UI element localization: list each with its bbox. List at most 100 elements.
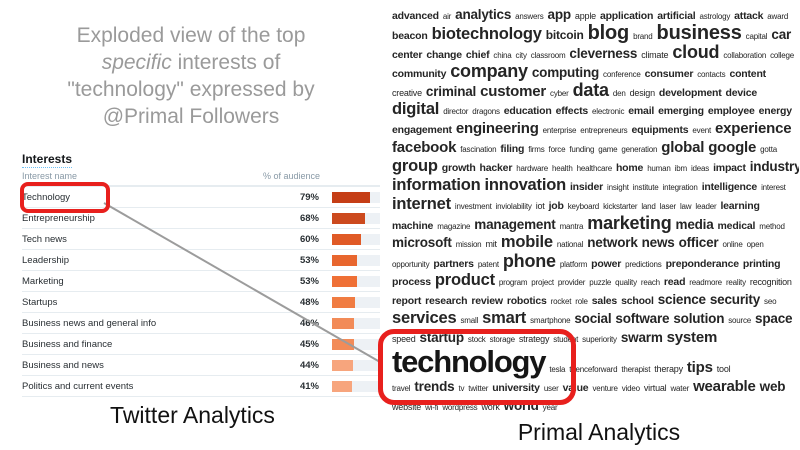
cloud-word-capital: capital [745,32,768,41]
cloud-word-services: services [392,309,457,327]
cloud-line: beacon biotechnology bitcoin blog brand busin… [392,22,799,44]
cloud-word-astrology: astrology [699,12,731,21]
cloud-word-facebook: facebook [392,139,457,156]
cloud-line: opportunity partners patent phone platform po… [392,252,799,271]
cloud-word-integration: integration [662,183,698,192]
cloud-line: group growth hacker hardware health healthcar… [392,157,799,176]
cloud-word-role: role [575,297,588,306]
interest-bar-fill [332,317,355,329]
cloud-word-venture: venture [592,384,618,393]
cloud-word-product: product [434,271,495,289]
cloud-word-engineering: engineering [455,120,539,137]
interest-percent: 46% [299,317,319,329]
cloud-word-community: community [392,68,447,80]
cloud-word-tips: tips [686,359,713,376]
cloud-word-process: process [392,276,431,288]
twitter-analytics-caption: Twitter Analytics [110,402,275,428]
cloud-word-computing: computing [531,65,600,80]
cloud-word-research: research [425,295,468,307]
cloud-line: community company computing conference consu… [392,62,799,81]
cloud-word-china: china [493,51,512,60]
interest-row: Entrepreneurship 68% [22,208,380,229]
cloud-word-space: space [755,311,793,326]
cloud-word-google: google [708,139,757,156]
interest-row: Politics and current events 41% [22,376,380,397]
cloud-word-leader: leader [695,202,717,211]
cloud-word-network: network [587,235,638,250]
cloud-word-advanced: advanced [392,10,439,22]
cloud-word-global: global [661,139,705,156]
cloud-word-air: air [442,12,452,21]
cloud-word-energy: energy [758,105,792,117]
interest-row: Business and finance 45% [22,334,380,355]
cloud-word-job: job [548,200,564,212]
cloud-word-social: social [574,311,612,326]
cloud-word-report: report [392,295,422,307]
interest-bar-track [332,380,380,392]
cloud-word-chief: chief [465,49,490,61]
annotation-title: Exploded view of the top specific intere… [8,22,374,130]
cloud-word-value: value [562,382,589,394]
interest-row: Startups 48% [22,292,380,313]
cloud-word-reach: reach [640,278,660,287]
cloud-word-entrepreneurs: entrepreneurs [580,126,628,135]
cloud-word-year: year [542,403,558,412]
cloud-word-home: home [615,162,644,174]
cloud-word-blog: blog [587,22,630,44]
cloud-word-review: review [471,295,503,307]
cloud-word-inviolability: inviolability [495,202,532,211]
cloud-line: website wi-fi wordpress work world year [392,396,799,415]
cloud-word-ideas: ideas [690,164,710,173]
twitter-interests-panel: Interests Interest name % of audience Te… [22,150,380,397]
cloud-word-trends: trends [414,379,455,394]
cloud-word-travel: travel [392,384,411,393]
cloud-word-open: open [746,240,764,249]
cloud-word-mantra: mantra [559,222,584,231]
cloud-word-emerging: emerging [658,105,704,117]
cloud-line: center change chief china city classroom cleve… [392,43,799,62]
interest-bar-fill [332,233,361,245]
interest-row: Leadership 53% [22,250,380,271]
cloud-word-read: read [663,276,686,288]
cloud-word-climate: climate [641,50,669,60]
cloud-word-impact: impact [713,162,746,174]
cloud-word-app: app [547,7,572,22]
cloud-word-answers: answers [515,12,544,21]
cloud-word-institute: institute [632,183,659,192]
cloud-word-printing: printing [742,258,781,270]
cloud-word-event: event [692,126,711,135]
cloud-word-cyber: cyber [550,89,569,98]
interest-name: Business and finance [22,338,113,350]
interest-bar-fill [332,191,370,203]
interest-row: Business and news 44% [22,355,380,376]
cloud-word-brand: brand [633,32,653,41]
cloud-word-filing: filing [500,143,525,155]
cloud-word-gotta: gotta [760,145,777,154]
cloud-word-twitter: twitter [468,384,489,393]
cloud-word-device: device [725,87,758,99]
cloud-word-cleverness: cleverness [569,46,638,61]
cloud-word-electronic: electronic [592,107,625,116]
cloud-line: information innovation insider insight insti… [392,176,799,195]
cloud-word-laser: laser [659,202,677,211]
word-cloud: advanced air analytics answers app apple appli… [392,5,799,415]
cloud-word-human: human [647,164,671,173]
cloud-line: technology tesla thenceforward therapist the… [392,346,799,377]
cloud-word-growth: growth [441,162,476,174]
cloud-word-reality: reality [725,278,746,287]
cloud-word-den: den [612,89,626,98]
cloud-word-college: college [770,51,795,60]
cloud-word-magazine: magazine [437,222,471,231]
interests-table-header: Interest name % of audience [22,171,380,187]
cloud-word-predictions: predictions [625,260,662,269]
cloud-word-security: security [709,292,761,307]
cloud-word-cloud: cloud [672,42,720,62]
cloud-word-wordpress: wordpress [442,403,478,412]
cloud-word-data: data [572,80,609,100]
interest-bar-track [332,212,380,224]
cloud-word-iot: iot [535,201,545,211]
cloud-word-healthcare: healthcare [576,164,613,173]
cloud-word-software: software [615,311,670,326]
cloud-word-development: development [658,87,722,99]
